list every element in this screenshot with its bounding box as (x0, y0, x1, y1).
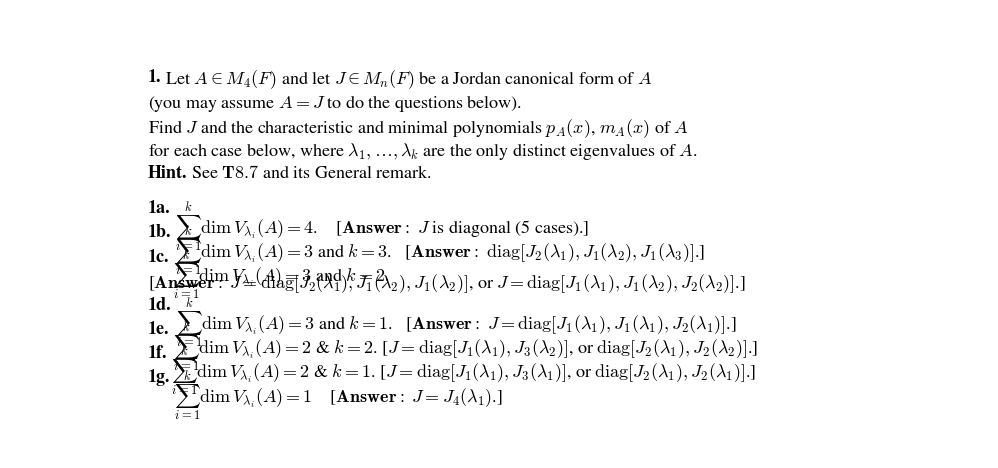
Text: Let $A \in M_4(F)$ and let $J \in M_n(F)$ be a Jordan canonical form of $A$: Let $A \in M_4(F)$ and let $J \in M_n(F)… (162, 69, 653, 91)
Text: $\sum_{i=1}^{k}\dim V_{\lambda_i}(A) = 2$ & $k = 1$. [$J = \mathrm{diag}[J_1(\la: $\sum_{i=1}^{k}\dim V_{\lambda_i}(A) = 2… (168, 345, 756, 398)
Text: 1d.: 1d. (148, 297, 172, 314)
Text: $\sum_{i=1}^{k}\dim V_{\lambda_i}(A) = 2$ & $k = 2$. [$J = \mathrm{diag}[J_1(\la: $\sum_{i=1}^{k}\dim V_{\lambda_i}(A) = 2… (170, 321, 758, 374)
Text: 1f.: 1f. (148, 345, 168, 362)
Text: $\sum_{i=1}^{k}\dim V_{\lambda_i}(A) = 3$ and $k = 2$.: $\sum_{i=1}^{k}\dim V_{\lambda_i}(A) = 3… (170, 249, 390, 302)
Text: $\sum_{i=1}^{k}\dim V_{\lambda_i}(A) = 3$ and $k = 3$.   [$\mathbf{Answer:}$ $\m: $\sum_{i=1}^{k}\dim V_{\lambda_i}(A) = 3… (172, 225, 706, 278)
Text: $\sum_{i=1}^{k}\dim V_{\lambda_i}(A) = 1$    [$\mathbf{Answer:}$ $J = J_4(\lambd: $\sum_{i=1}^{k}\dim V_{\lambda_i}(A) = 1… (171, 369, 503, 423)
Text: Hint.: Hint. (148, 165, 188, 183)
Text: $\sum_{i=1}^{k}\dim V_{\lambda_i}(A) = 4$.    [$\mathbf{Answer:}$ $J$ is diagona: $\sum_{i=1}^{k}\dim V_{\lambda_i}(A) = 4… (171, 200, 589, 254)
Text: 1c.: 1c. (148, 249, 170, 266)
Text: 1b.: 1b. (148, 225, 172, 241)
Text: [$\mathbf{Answer:}$ $J = \mathrm{diag}[J_2(\lambda_1), J_1(\lambda_2), J_1(\lamb: [$\mathbf{Answer:}$ $J = \mathrm{diag}[J… (148, 273, 746, 295)
Text: See $\mathbf{T8.7}$ and its General remark.: See $\mathbf{T8.7}$ and its General rema… (188, 165, 432, 183)
Text: 1.: 1. (148, 69, 162, 86)
Text: $\sum_{i=1}^{k}\dim V_{\lambda_i}(A) = 3$ and $k = 1$.   [$\mathbf{Answer:}$ $J : $\sum_{i=1}^{k}\dim V_{\lambda_i}(A) = 3… (172, 297, 737, 350)
Text: 1e.: 1e. (148, 321, 170, 338)
Text: 1a.: 1a. (148, 200, 171, 217)
Text: Find $J$ and the characteristic and minimal polynomials $p_A(x)$, $m_A(x)$ of $A: Find $J$ and the characteristic and mini… (148, 117, 689, 140)
Text: for each case below, where $\lambda_1, \ldots, \lambda_k$ are the only distinct : for each case below, where $\lambda_1, \… (148, 141, 698, 162)
Text: 1g.: 1g. (148, 369, 171, 386)
Text: (you may assume $A = J$ to do the questions below).: (you may assume $A = J$ to do the questi… (148, 93, 522, 114)
